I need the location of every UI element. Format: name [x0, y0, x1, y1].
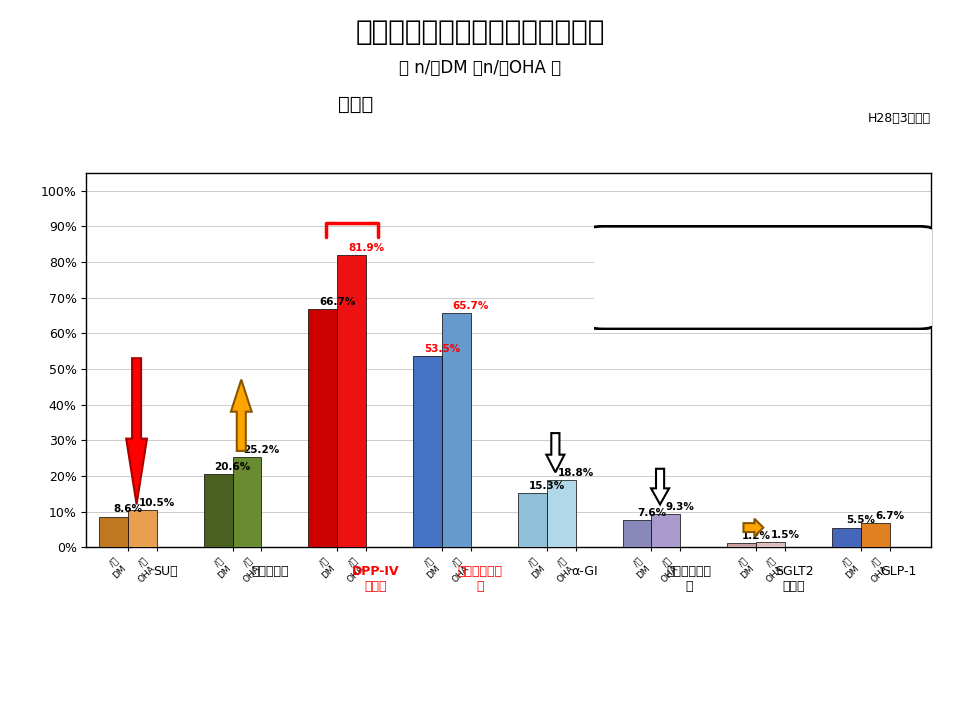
Text: 1.5%: 1.5% — [771, 530, 800, 540]
Text: 7.6%: 7.6% — [636, 508, 666, 518]
Text: 20.6%: 20.6% — [214, 462, 251, 472]
Text: 全DM：全糖尿病患者数
全OHA：全経口剤あり患者数: 全DM：全糖尿病患者数 全OHA：全経口剤あり患者数 — [621, 255, 738, 289]
Text: α-GI: α-GI — [571, 565, 598, 578]
Polygon shape — [546, 433, 564, 472]
Text: 当院での各種薬剤の最新増減状況: 当院での各種薬剤の最新増減状況 — [355, 18, 605, 46]
Text: 9.3%: 9.3% — [666, 502, 695, 512]
Bar — [128, 510, 156, 547]
Text: SGLT2
阻害薬: SGLT2 阻害薬 — [775, 565, 813, 593]
Text: チアゾリジン
薬: チアゾリジン 薬 — [667, 565, 711, 593]
Bar — [232, 457, 261, 547]
Text: GLP-1: GLP-1 — [880, 565, 917, 578]
Text: ビグアナイド
薬: ビグアナイド 薬 — [457, 565, 502, 593]
Text: 二本柱: 二本柱 — [338, 95, 373, 114]
Text: 10.5%: 10.5% — [138, 498, 175, 508]
Text: 6.7%: 6.7% — [876, 511, 904, 521]
Polygon shape — [743, 518, 763, 536]
Polygon shape — [231, 379, 252, 451]
Text: 81.9%: 81.9% — [348, 243, 384, 253]
Text: （ n/全DM 、n/全OHA ）: （ n/全DM 、n/全OHA ） — [399, 59, 561, 77]
Text: 15.3%: 15.3% — [529, 480, 564, 490]
Bar — [546, 480, 576, 547]
Bar — [517, 492, 546, 547]
Bar — [308, 310, 337, 547]
Bar — [204, 474, 232, 547]
Text: SU薬: SU薬 — [154, 565, 179, 578]
Bar — [832, 528, 861, 547]
Bar — [337, 255, 366, 547]
Text: 18.8%: 18.8% — [558, 468, 593, 478]
Polygon shape — [651, 469, 669, 505]
Text: 66.7%: 66.7% — [319, 297, 355, 307]
Text: 8.6%: 8.6% — [113, 505, 142, 514]
FancyBboxPatch shape — [587, 226, 935, 329]
Text: 5.5%: 5.5% — [847, 516, 876, 526]
Bar — [728, 543, 756, 547]
Polygon shape — [126, 359, 147, 505]
Bar — [622, 520, 652, 547]
Bar — [861, 523, 890, 547]
Text: 25.2%: 25.2% — [244, 445, 279, 455]
Bar — [442, 313, 471, 547]
Text: DPP-IV
阻害薬: DPP-IV 阻害薬 — [351, 565, 399, 593]
Bar — [413, 356, 442, 547]
Text: 53.5%: 53.5% — [424, 344, 460, 354]
Bar — [99, 516, 128, 547]
Text: グリニド薬: グリニド薬 — [252, 565, 289, 578]
Bar — [652, 514, 681, 547]
Text: H28年3月現在: H28年3月現在 — [868, 112, 931, 125]
Text: 65.7%: 65.7% — [453, 301, 489, 311]
Bar — [756, 542, 785, 547]
Text: 1.2%: 1.2% — [742, 531, 771, 541]
